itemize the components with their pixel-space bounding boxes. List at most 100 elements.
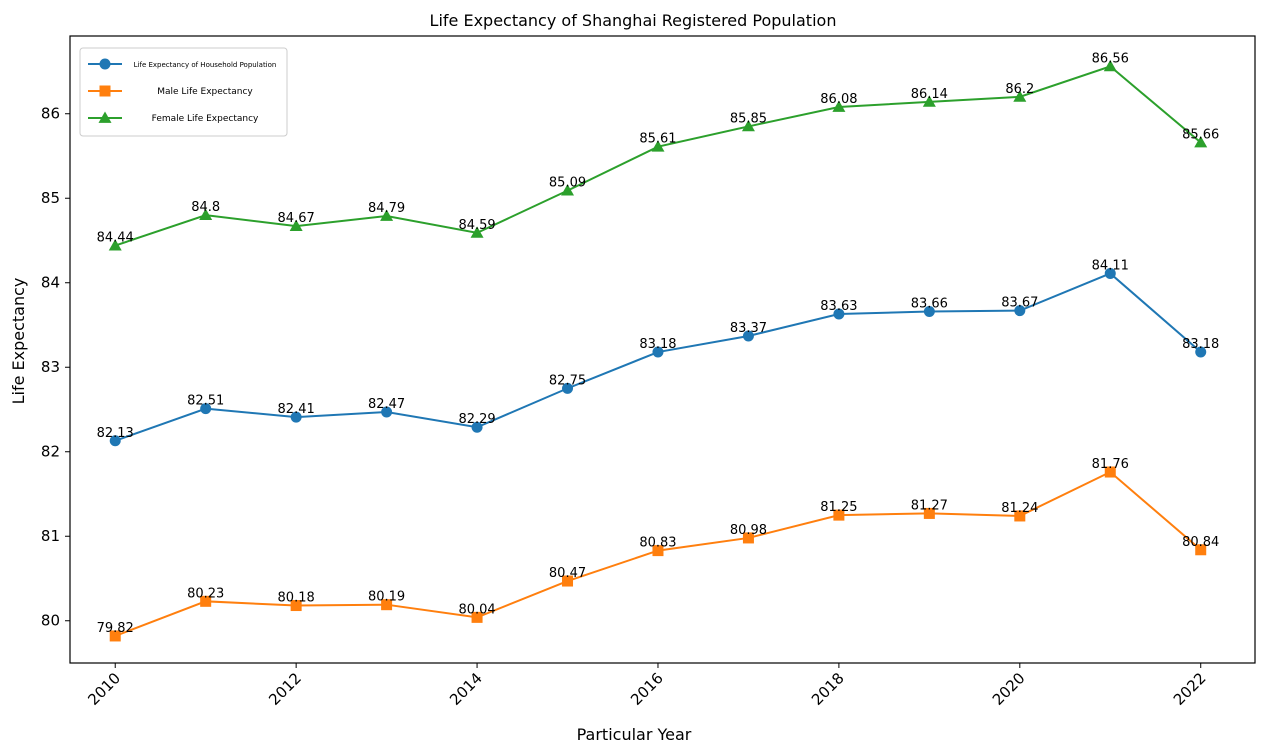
data-label: 83.37	[730, 321, 767, 336]
data-label: 86.2	[1005, 82, 1034, 97]
data-label: 84.11	[1092, 258, 1129, 273]
data-label: 84.8	[191, 200, 220, 215]
data-point	[562, 382, 574, 394]
y-tick-label: 85	[41, 189, 60, 207]
data-point	[1195, 346, 1207, 358]
chart-title: Life Expectancy of Shanghai Registered P…	[430, 11, 837, 30]
y-tick-label: 81	[41, 527, 60, 545]
series-circle: 82.13 82.51 82.41 82.47 82.29 82.75 83.18 83.37…	[97, 258, 1219, 447]
data-label: 84.44	[97, 231, 134, 246]
y-tick-label: 86	[41, 105, 60, 123]
data-point	[1013, 90, 1027, 102]
data-point	[833, 308, 845, 320]
data-label: 80.83	[639, 536, 676, 551]
x-tick-label: 2014	[446, 669, 486, 709]
data-point	[109, 435, 121, 447]
data-point	[833, 509, 845, 521]
legend-label: Male Life Expectancy	[157, 87, 253, 97]
data-point	[1014, 305, 1026, 317]
data-label: 82.51	[187, 394, 224, 409]
x-tick-label: 2016	[627, 669, 667, 709]
data-point	[1103, 59, 1117, 72]
data-point	[741, 119, 755, 132]
x-tick-label: 2010	[84, 669, 124, 709]
series-triangle: 84.44 84.8 84.67 84.79 84.59 85.09 85.61 85.85 8…	[97, 51, 1219, 251]
data-label: 82.41	[278, 402, 315, 417]
data-point	[1014, 510, 1026, 522]
x-tick-label: 2020	[989, 669, 1029, 709]
data-point	[923, 305, 935, 317]
data-point	[652, 346, 664, 358]
data-label: 80.19	[368, 590, 405, 605]
legend-label: Life Expectancy of Household Population	[134, 61, 277, 69]
data-label: 79.82	[97, 621, 134, 636]
data-label: 80.04	[458, 602, 495, 617]
x-tick-label: 2012	[265, 669, 305, 709]
legend: Life Expectancy of Household Population M…	[79, 47, 288, 137]
data-point	[742, 330, 754, 342]
data-label: 85.85	[730, 111, 767, 126]
data-point	[742, 532, 754, 544]
data-label: 82.29	[458, 412, 495, 427]
data-label: 82.13	[97, 426, 134, 441]
data-point	[380, 209, 394, 221]
x-tick-label: 2022	[1170, 669, 1210, 709]
legend-label: Female Life Expectancy	[152, 114, 259, 124]
legend-marker	[98, 111, 112, 123]
data-label: 85.61	[639, 132, 676, 147]
data-label: 86.14	[911, 87, 948, 102]
data-label: 81.76	[1092, 457, 1129, 472]
data-label: 81.24	[1001, 501, 1038, 516]
data-point	[923, 507, 935, 519]
data-point	[561, 184, 575, 196]
data-label: 85.09	[549, 176, 586, 191]
data-point	[199, 208, 213, 221]
data-label: 80.18	[278, 591, 315, 606]
data-point	[471, 611, 483, 623]
data-label: 86.08	[820, 92, 857, 107]
series-group: 82.13 82.51 82.41 82.47 82.29 82.75 83.18 83.37…	[97, 51, 1219, 642]
x-axis-label: Particular Year	[577, 725, 692, 744]
data-label: 81.25	[820, 500, 857, 515]
data-label: 86.56	[1092, 51, 1129, 66]
y-tick-label: 84	[41, 274, 60, 292]
data-point	[471, 421, 483, 433]
data-point	[381, 406, 393, 418]
data-label: 84.79	[368, 201, 405, 216]
legend-box	[79, 47, 288, 137]
data-label: 84.59	[458, 218, 495, 233]
data-point	[470, 226, 484, 238]
data-label: 83.18	[1182, 337, 1219, 352]
y-axis-label: Life Expectancy	[9, 278, 28, 405]
data-point	[200, 595, 212, 607]
series-square: 79.82 80.23 80.18 80.19 80.04 80.47 80.83 80.98…	[97, 457, 1219, 642]
data-label: 84.67	[278, 211, 315, 226]
data-label: 83.63	[820, 299, 857, 314]
data-point	[109, 630, 121, 642]
data-point	[651, 140, 665, 152]
data-label: 80.98	[730, 523, 767, 538]
data-point	[1104, 466, 1116, 478]
data-label: 80.47	[549, 566, 586, 581]
data-label: 83.67	[1001, 296, 1038, 311]
legend-marker	[99, 58, 111, 70]
data-label: 81.27	[911, 498, 948, 513]
data-point	[290, 411, 302, 423]
data-label: 83.18	[639, 337, 676, 352]
y-tick-label: 82	[41, 443, 60, 461]
data-point	[922, 95, 936, 107]
data-point	[1194, 135, 1208, 148]
data-point	[1195, 544, 1207, 556]
data-point	[652, 545, 664, 557]
y-tick-label: 83	[41, 358, 60, 376]
y-tick-label: 80	[41, 612, 60, 630]
data-point	[290, 600, 302, 612]
data-point	[1104, 267, 1116, 279]
data-label: 82.75	[549, 373, 586, 388]
data-point	[289, 219, 303, 232]
data-label: 82.47	[368, 397, 405, 412]
legend-marker	[99, 85, 111, 97]
data-label: 83.66	[911, 296, 948, 311]
data-label: 80.84	[1182, 535, 1219, 550]
